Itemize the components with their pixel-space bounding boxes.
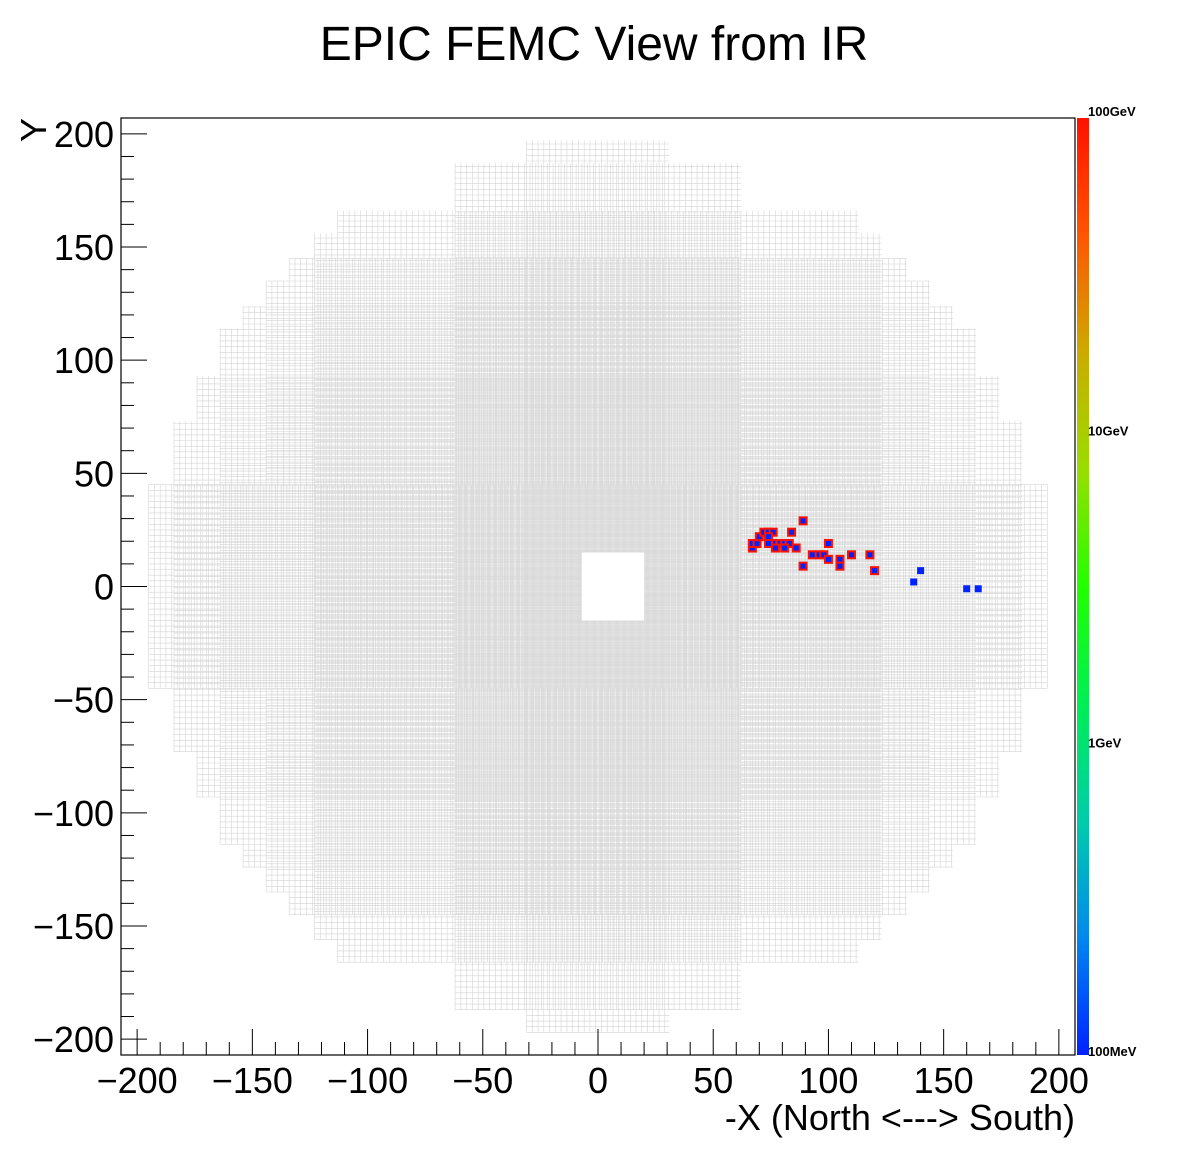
hit-tower [917,567,925,575]
y-tick-label: −200 [33,1019,114,1060]
hit-tower [819,550,829,560]
x-tick-label: −50 [452,1060,513,1101]
hit-tower [784,538,794,548]
hit-tower [963,585,971,593]
colorbar: 100GeV 10GeV 1GeV 100MeV [1077,104,1137,1059]
hit-tower [787,527,797,537]
hit-tower [754,532,764,542]
x-axis-label: -X (North <---> South) [725,1097,1075,1138]
colorbar-labels: 100GeV 10GeV 1GeV 100MeV [1088,104,1137,1059]
colorbar-label: 10GeV [1088,423,1129,438]
hit-tower [974,585,982,593]
x-tick-label: 150 [914,1060,974,1101]
y-tick-label: 0 [94,567,114,608]
y-axis: −200 −150 −100 −50 0 50 100 150 200 [33,114,147,1060]
x-tick-label: 100 [798,1060,858,1101]
y-tick-label: −50 [53,680,114,721]
detector-tower-grid [148,140,1048,1033]
y-tick-label: −150 [33,906,114,947]
x-tick-label: 0 [588,1060,608,1101]
x-tick-label: 50 [693,1060,733,1101]
y-tick-label: 100 [54,340,114,381]
hit-tower [823,538,833,548]
hit-tower [798,516,808,526]
y-tick-label: 50 [74,453,114,494]
hit-tower [870,566,880,576]
colorbar-label: 100GeV [1088,104,1136,119]
y-tick-label: 200 [54,114,114,155]
hit-tower [865,550,875,560]
hit-tower [846,550,856,560]
hit-tower [798,561,808,571]
energy-hits [747,516,982,593]
y-axis-label: Y [13,118,54,142]
hit-tower [791,543,801,553]
y-tick-label: −100 [33,793,114,834]
beam-pipe-hole [581,552,645,621]
x-axis: −200 −150 −100 −50 0 50 100 150 200 [97,1029,1089,1101]
hit-tower [780,543,790,553]
chart-title: EPIC FEMC View from IR [320,18,869,71]
colorbar-bar [1077,118,1089,1055]
hit-tower [823,554,833,564]
x-tick-label: −150 [212,1060,293,1101]
colorbar-label: 100MeV [1088,1044,1137,1059]
hit-tower [835,561,845,571]
y-tick-label: 150 [54,227,114,268]
x-tick-label: 200 [1029,1060,1089,1101]
x-tick-label: −100 [327,1060,408,1101]
hit-tower [910,578,918,586]
hit-tower [770,543,780,553]
colorbar-label: 1GeV [1088,736,1122,751]
hit-tower [768,527,778,537]
x-tick-label: −200 [97,1060,178,1101]
